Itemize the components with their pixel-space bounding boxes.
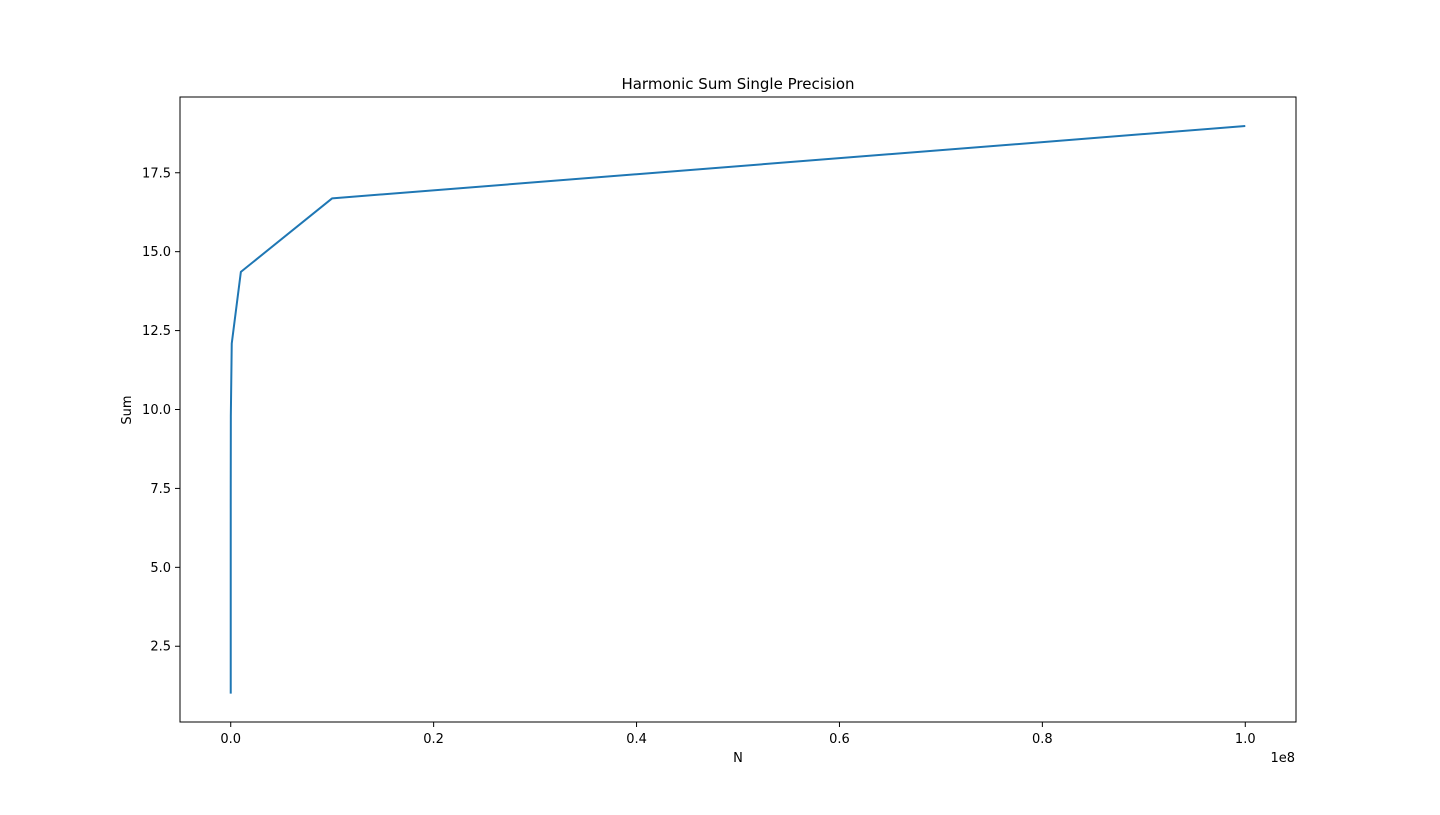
- y-tick-label: 5.0: [150, 561, 171, 576]
- y-tick-label: 2.5: [150, 640, 171, 655]
- y-axis-label: Sum: [120, 395, 135, 424]
- x-axis-offset-label: 1e8: [1270, 751, 1295, 766]
- x-tick-label: 0.8: [1032, 732, 1053, 747]
- x-axis-label: N: [733, 751, 743, 766]
- axes-frame: [179, 96, 1297, 723]
- x-axis-ticks: 0.0 0.2 0.4 0.6 0.8 1.0: [220, 722, 1256, 747]
- y-tick-label: 12.5: [142, 324, 171, 339]
- plot-area: [229, 125, 1246, 694]
- x-tick-label: 0.6: [829, 732, 850, 747]
- x-tick-label: 0.4: [626, 732, 647, 747]
- y-axis-ticks: 2.5 5.0 7.5 10.0 12.5 15.0 17.5: [142, 166, 180, 655]
- y-tick-label: 10.0: [142, 403, 171, 418]
- y-tick-label: 7.5: [150, 482, 171, 497]
- y-tick-label: 15.0: [142, 245, 171, 260]
- chart-title: Harmonic Sum Single Precision: [621, 75, 854, 93]
- x-tick-label: 0.0: [220, 732, 241, 747]
- series-line-0: [229, 125, 1246, 694]
- y-tick-label: 17.5: [142, 166, 171, 181]
- x-tick-label: 1.0: [1235, 732, 1256, 747]
- x-tick-label: 0.2: [423, 732, 444, 747]
